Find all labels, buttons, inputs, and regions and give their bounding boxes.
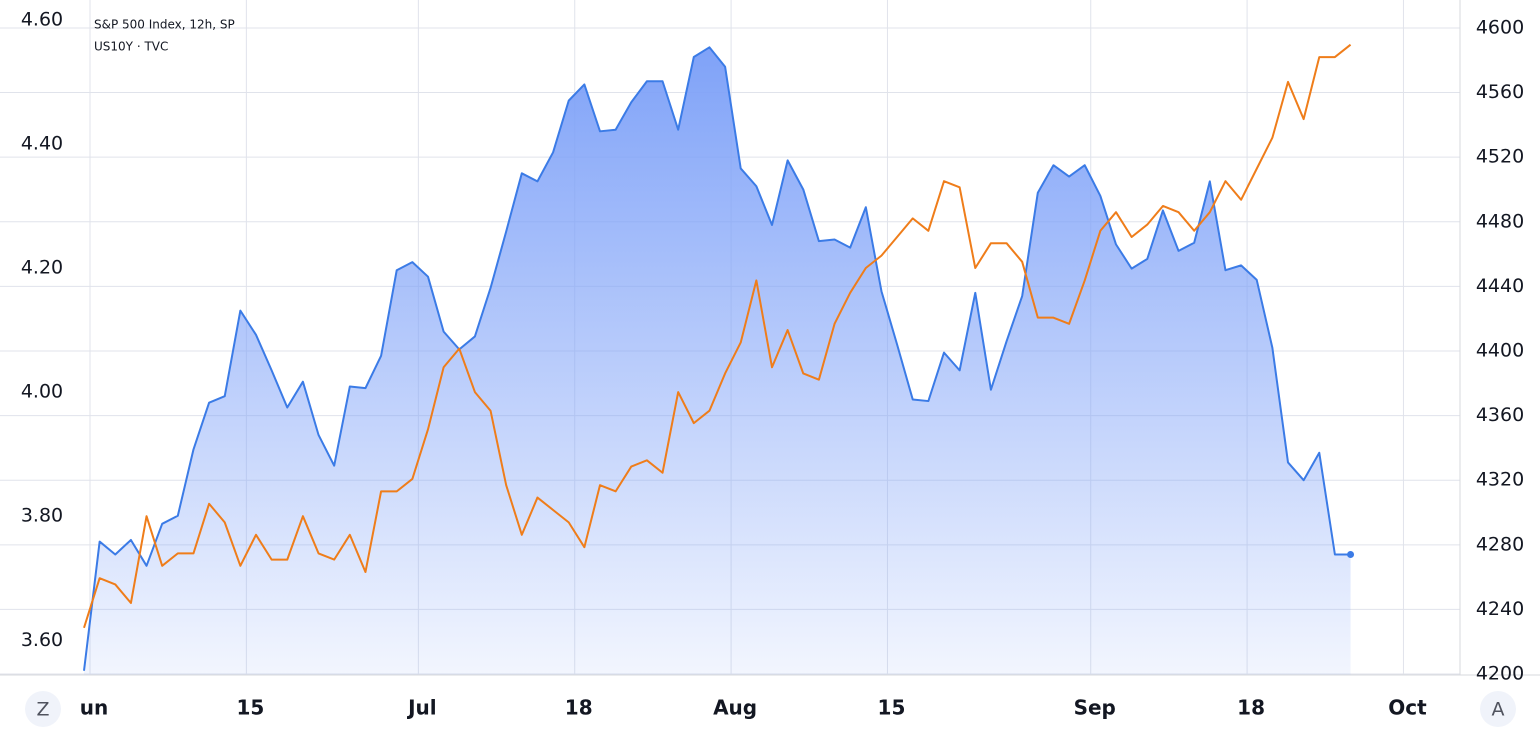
x-tick-label: Sep: [1074, 696, 1116, 720]
button[interactable]: [1480, 691, 1516, 727]
y-tick-label: 3.60: [21, 629, 63, 651]
x-tick-label: Oct: [1388, 696, 1427, 720]
x-tick-label: Jul: [406, 696, 437, 720]
line: [83, 43, 1352, 629]
y2-tick-label: 4240: [1476, 598, 1524, 620]
x-tick-label: un: [80, 696, 108, 720]
area: [84, 47, 1351, 675]
x-tick-label: 15: [236, 696, 264, 720]
last-point: [1347, 551, 1355, 559]
legend-entry: S&P 500 Index, 12h, SP: [94, 18, 235, 32]
y2-tick-label: 4280: [1476, 533, 1524, 555]
line: [83, 46, 1351, 671]
x-tick-label: Aug: [713, 696, 757, 720]
y-tick-label: 4.40: [21, 132, 63, 154]
y2-tick-label: 4600: [1476, 16, 1524, 38]
y2-tick-label: 4200: [1476, 663, 1524, 685]
y-tick-label: 3.80: [21, 505, 63, 527]
y-tick-label: 4.60: [21, 8, 63, 30]
x-tick-label: 18: [1237, 696, 1265, 720]
y2-tick-label: 4440: [1476, 275, 1524, 297]
y-tick-label: 4.20: [21, 257, 63, 279]
y2-tick-label: 4560: [1476, 81, 1524, 103]
y2-tick-label: 4320: [1476, 469, 1524, 491]
y2-tick-label: 4360: [1476, 404, 1524, 426]
y2-tick-label: 4480: [1476, 210, 1524, 232]
plot: [83, 43, 1355, 675]
x-tick-label: 18: [565, 696, 593, 720]
button[interactable]: [25, 691, 61, 727]
legend-entry: US10Y · TVC: [94, 40, 168, 54]
button-label[interactable]: A: [1492, 699, 1505, 721]
x-tick-label: 15: [878, 696, 906, 720]
button-label[interactable]: Z: [36, 699, 49, 721]
y-tick-label: 4.00: [21, 381, 63, 403]
y2-tick-label: 4520: [1476, 146, 1524, 168]
y2-tick-label: 4400: [1476, 339, 1524, 361]
